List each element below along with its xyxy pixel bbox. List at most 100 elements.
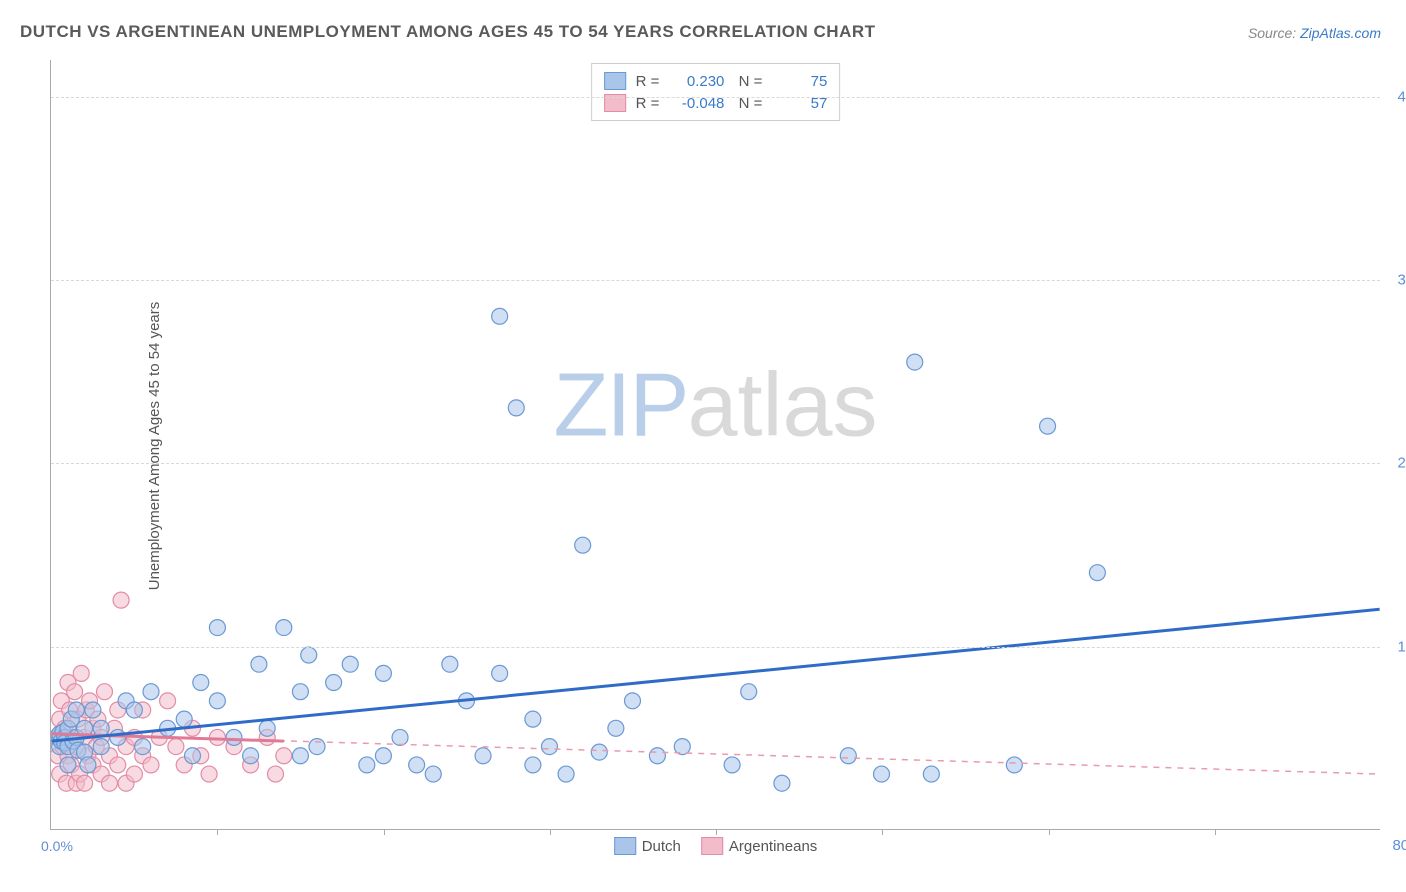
legend-label-dutch: Dutch [642, 838, 681, 855]
data-point [375, 665, 391, 681]
data-point [724, 757, 740, 773]
data-point [251, 656, 267, 672]
data-point [143, 684, 159, 700]
chart-title: DUTCH VS ARGENTINEAN UNEMPLOYMENT AMONG … [20, 22, 876, 42]
r-label: R = [636, 73, 660, 90]
data-point [97, 684, 113, 700]
data-point [508, 400, 524, 416]
x-tick-mark [217, 829, 218, 835]
data-point [93, 739, 109, 755]
data-point [243, 748, 259, 764]
data-point [276, 748, 292, 764]
swatch-dutch [604, 72, 626, 90]
x-tick-mark [384, 829, 385, 835]
source-attribution: Source: ZipAtlas.com [1248, 25, 1381, 41]
data-point [541, 739, 557, 755]
legend-swatch-dutch [614, 837, 636, 855]
data-point [608, 720, 624, 736]
data-point [176, 711, 192, 727]
legend-item-arg: Argentineans [701, 837, 817, 855]
source-name: ZipAtlas.com [1300, 25, 1381, 41]
legend-label-arg: Argentineans [729, 838, 817, 855]
data-point [160, 693, 176, 709]
r-value-dutch: 0.230 [669, 73, 724, 90]
data-point [209, 693, 225, 709]
data-point [575, 537, 591, 553]
data-point [558, 766, 574, 782]
data-point [492, 665, 508, 681]
data-point [209, 620, 225, 636]
data-point [741, 684, 757, 700]
gridline [51, 463, 1380, 464]
data-point [80, 757, 96, 773]
data-point [301, 647, 317, 663]
correlation-chart: DUTCH VS ARGENTINEAN UNEMPLOYMENT AMONG … [0, 0, 1406, 892]
stats-row-dutch: R = 0.230 N = 75 [604, 70, 828, 92]
data-point [425, 766, 441, 782]
data-point [1006, 757, 1022, 773]
data-point [168, 739, 184, 755]
data-point [226, 729, 242, 745]
data-point [60, 757, 76, 773]
data-point [85, 702, 101, 718]
data-point [359, 757, 375, 773]
data-point [67, 684, 83, 700]
data-point [1040, 418, 1056, 434]
data-point [276, 620, 292, 636]
x-tick-mark [1049, 829, 1050, 835]
data-point [193, 675, 209, 691]
y-tick-label: 20.0% [1397, 455, 1406, 472]
data-point [110, 757, 126, 773]
data-point [73, 665, 89, 681]
data-point [624, 693, 640, 709]
x-tick-mark [716, 829, 717, 835]
data-point [185, 748, 201, 764]
data-point [309, 739, 325, 755]
data-point [923, 766, 939, 782]
data-point [268, 766, 284, 782]
data-point [774, 775, 790, 791]
stats-legend: R = 0.230 N = 75 R = -0.048 N = 57 [591, 63, 841, 121]
data-point [143, 757, 159, 773]
data-point [492, 308, 508, 324]
gridline [51, 647, 1380, 648]
trend-line [51, 609, 1379, 741]
data-point [591, 744, 607, 760]
data-point [475, 748, 491, 764]
data-point [392, 729, 408, 745]
y-tick-label: 30.0% [1397, 272, 1406, 289]
data-point [874, 766, 890, 782]
data-point [907, 354, 923, 370]
data-point [126, 766, 142, 782]
data-point [259, 720, 275, 736]
gridline [51, 97, 1380, 98]
legend-swatch-arg [701, 837, 723, 855]
x-tick-min: 0.0% [41, 838, 73, 854]
x-tick-mark [1215, 829, 1216, 835]
source-label: Source: [1248, 25, 1300, 41]
legend-item-dutch: Dutch [614, 837, 681, 855]
n-label: N = [734, 73, 762, 90]
plot-area: ZIPatlas R = 0.230 N = 75 R = -0.048 N =… [50, 60, 1380, 830]
series-legend: Dutch Argentineans [614, 837, 818, 855]
data-point [525, 757, 541, 773]
x-tick-mark [550, 829, 551, 835]
data-point [409, 757, 425, 773]
data-point [442, 656, 458, 672]
data-point [113, 592, 129, 608]
data-point [375, 748, 391, 764]
data-point [101, 775, 117, 791]
data-point [292, 684, 308, 700]
data-point [201, 766, 217, 782]
data-point [840, 748, 856, 764]
n-value-dutch: 75 [772, 73, 827, 90]
data-point [342, 656, 358, 672]
y-tick-label: 10.0% [1397, 638, 1406, 655]
x-tick-max: 80.0% [1392, 837, 1406, 854]
data-point [649, 748, 665, 764]
data-point [68, 702, 84, 718]
scatter-svg [51, 60, 1380, 829]
data-point [77, 775, 93, 791]
y-tick-label: 40.0% [1397, 88, 1406, 105]
x-tick-mark [882, 829, 883, 835]
